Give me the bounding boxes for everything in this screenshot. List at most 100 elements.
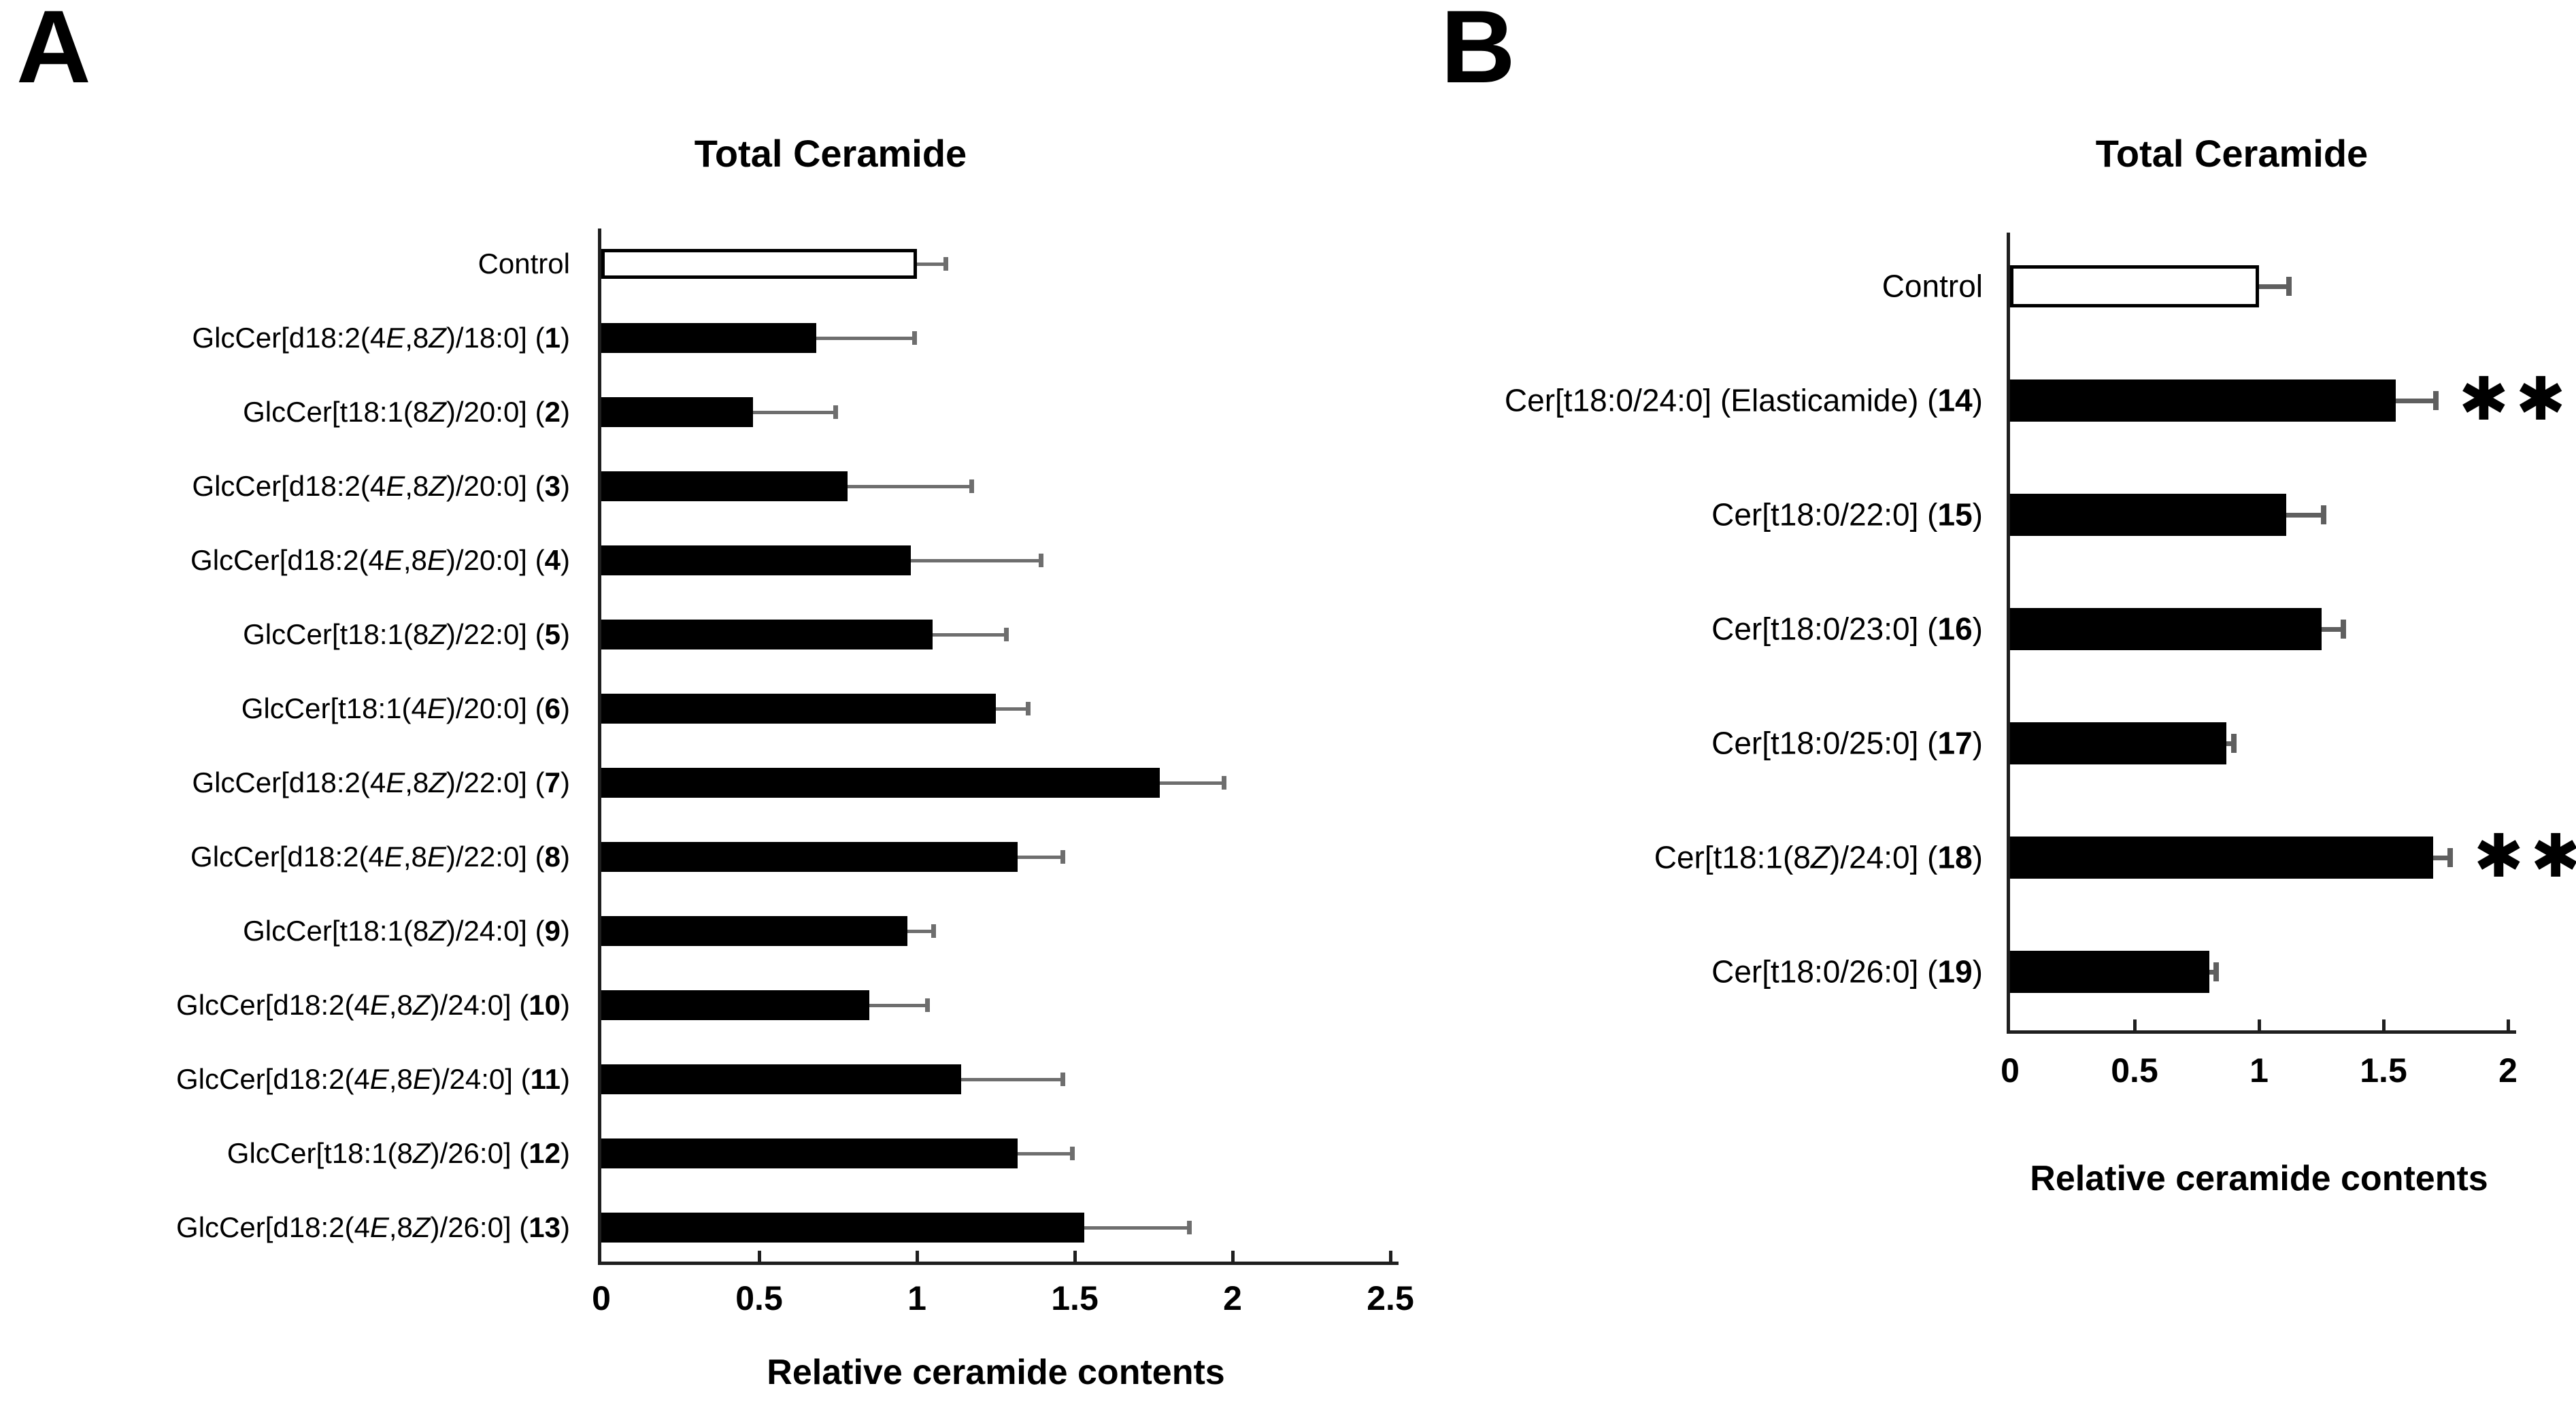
- bar: [601, 323, 816, 353]
- x-tick-label: 1: [907, 1279, 926, 1317]
- error-bar: [907, 924, 936, 938]
- error-bar-cap: [1221, 776, 1226, 790]
- error-bar-cap: [2231, 734, 2237, 753]
- x-axis-label-a: Relative ceramide contents: [767, 1353, 1225, 1392]
- x-axis-tick: [1073, 1251, 1077, 1262]
- error-bar-cap: [1186, 1221, 1192, 1234]
- y-axis: [2007, 233, 2010, 1034]
- x-tick-label: 1.5: [1051, 1279, 1099, 1317]
- category-label: GlcCer[t18:1(4E)/20:0] (6): [241, 692, 570, 724]
- error-bar: [910, 554, 1043, 567]
- category-label: GlcCer[d18:2(4E,8Z)/26:0] (13): [176, 1211, 570, 1243]
- error-bar: [2226, 734, 2237, 753]
- error-bar: [917, 257, 949, 271]
- error-bar: [2286, 505, 2326, 524]
- category-label: Cer[t18:0/26:0] (19): [1711, 953, 1983, 990]
- bar: [601, 990, 870, 1020]
- x-axis-tick: [1231, 1251, 1235, 1262]
- panel-letter-a: A: [16, 0, 91, 105]
- x-tick-label: 0.5: [2111, 1051, 2158, 1090]
- panel-letter-b: B: [1441, 0, 1516, 105]
- bar: [601, 1138, 1018, 1168]
- significance-marker: ✱✱: [2458, 364, 2573, 434]
- category-label: Control: [1881, 268, 1983, 304]
- bar: [601, 1064, 961, 1094]
- category-label: Cer[t18:0/25:0] (17): [1711, 725, 1983, 761]
- error-bar-cap: [1038, 554, 1043, 567]
- x-axis: [598, 1262, 1399, 1265]
- x-tick-label: 0: [592, 1279, 611, 1317]
- x-axis-tick: [757, 1251, 761, 1262]
- x-axis-tick: [2257, 1019, 2261, 1030]
- category-label: Cer[t18:0/22:0] (15): [1711, 496, 1983, 533]
- bar: [601, 397, 753, 427]
- x-tick-label: 1.5: [2360, 1051, 2407, 1090]
- bar: [2010, 837, 2434, 879]
- bar: [601, 768, 1160, 798]
- error-bar-cap: [1069, 1147, 1075, 1160]
- error-bar: [2259, 277, 2292, 296]
- x-axis-tick: [2506, 1019, 2510, 1030]
- error-bar: [2321, 620, 2347, 639]
- x-tick-label: 0.5: [735, 1279, 783, 1317]
- error-bar: [869, 998, 930, 1012]
- x-tick-label: 2.5: [1367, 1279, 1414, 1317]
- error-bar-cap: [2320, 505, 2326, 524]
- bar: [601, 842, 1018, 872]
- bar: [601, 916, 908, 946]
- error-bar: [1084, 1221, 1192, 1234]
- bar: [2010, 265, 2259, 307]
- error-bar-cap: [969, 479, 974, 493]
- category-label: Cer[t18:0/23:0] (16): [1711, 611, 1983, 647]
- error-bar-cap: [2447, 848, 2454, 867]
- significance-marker: ✱✱: [2473, 821, 2576, 891]
- category-label: GlcCer[d18:2(4E,8E)/24:0] (11): [176, 1062, 570, 1095]
- error-bar: [2209, 962, 2220, 981]
- error-bar-cap: [943, 257, 949, 271]
- error-bar-cap: [1003, 628, 1009, 641]
- error-bar: [960, 1073, 1066, 1086]
- y-axis: [598, 229, 601, 1265]
- bar: [2010, 608, 2322, 650]
- category-label: GlcCer[d18:2(4E,8E)/22:0] (8): [190, 840, 570, 873]
- error-bar: [752, 405, 838, 419]
- bar: [2010, 494, 2287, 536]
- x-axis-tick: [1388, 1251, 1392, 1262]
- x-axis-tick: [2132, 1019, 2137, 1030]
- bar: [601, 545, 911, 575]
- bar: [2010, 951, 2209, 993]
- category-label: GlcCer[d18:2(4E,8Z)/24:0] (10): [176, 988, 570, 1021]
- bar: [601, 471, 848, 501]
- error-bar-cap: [833, 405, 838, 419]
- x-axis-tick: [915, 1251, 919, 1262]
- category-label: GlcCer[t18:1(8Z)/22:0] (5): [243, 618, 570, 650]
- chart-title-b: Total Ceramide: [2095, 132, 2369, 175]
- x-tick-label: 1: [2249, 1051, 2269, 1090]
- error-bar: [933, 628, 1009, 641]
- bar: [2010, 722, 2227, 764]
- x-axis: [2007, 1030, 2516, 1034]
- category-label: Cer[t18:0/24:0] (Elasticamide) (14): [1504, 382, 1983, 418]
- bar: [601, 620, 933, 649]
- error-bar-cap: [1060, 850, 1066, 864]
- x-tick-label: 2: [2498, 1051, 2518, 1090]
- error-bar: [996, 702, 1031, 715]
- category-label: GlcCer[d18:2(4E,8Z)/18:0] (1): [192, 321, 570, 354]
- error-bar-cap: [2341, 620, 2347, 639]
- category-label: GlcCer[d18:2(4E,8E)/20:0] (4): [190, 543, 570, 576]
- category-label: GlcCer[t18:1(8Z)/24:0] (9): [243, 914, 570, 947]
- error-bar-cap: [2432, 391, 2439, 410]
- bar: [601, 249, 917, 279]
- bar: [2010, 379, 2396, 422]
- bar: [601, 694, 996, 724]
- error-bar: [847, 479, 974, 493]
- x-axis-tick: [2381, 1019, 2386, 1030]
- category-label: Cer[t18:1(8Z)/24:0] (18): [1654, 839, 1983, 875]
- error-bar: [816, 331, 917, 345]
- x-tick-label: 0: [2001, 1051, 2020, 1090]
- x-axis-label-b: Relative ceramide contents: [2030, 1159, 2488, 1198]
- chart-title-a: Total Ceramide: [694, 132, 967, 175]
- error-bar: [2433, 848, 2454, 867]
